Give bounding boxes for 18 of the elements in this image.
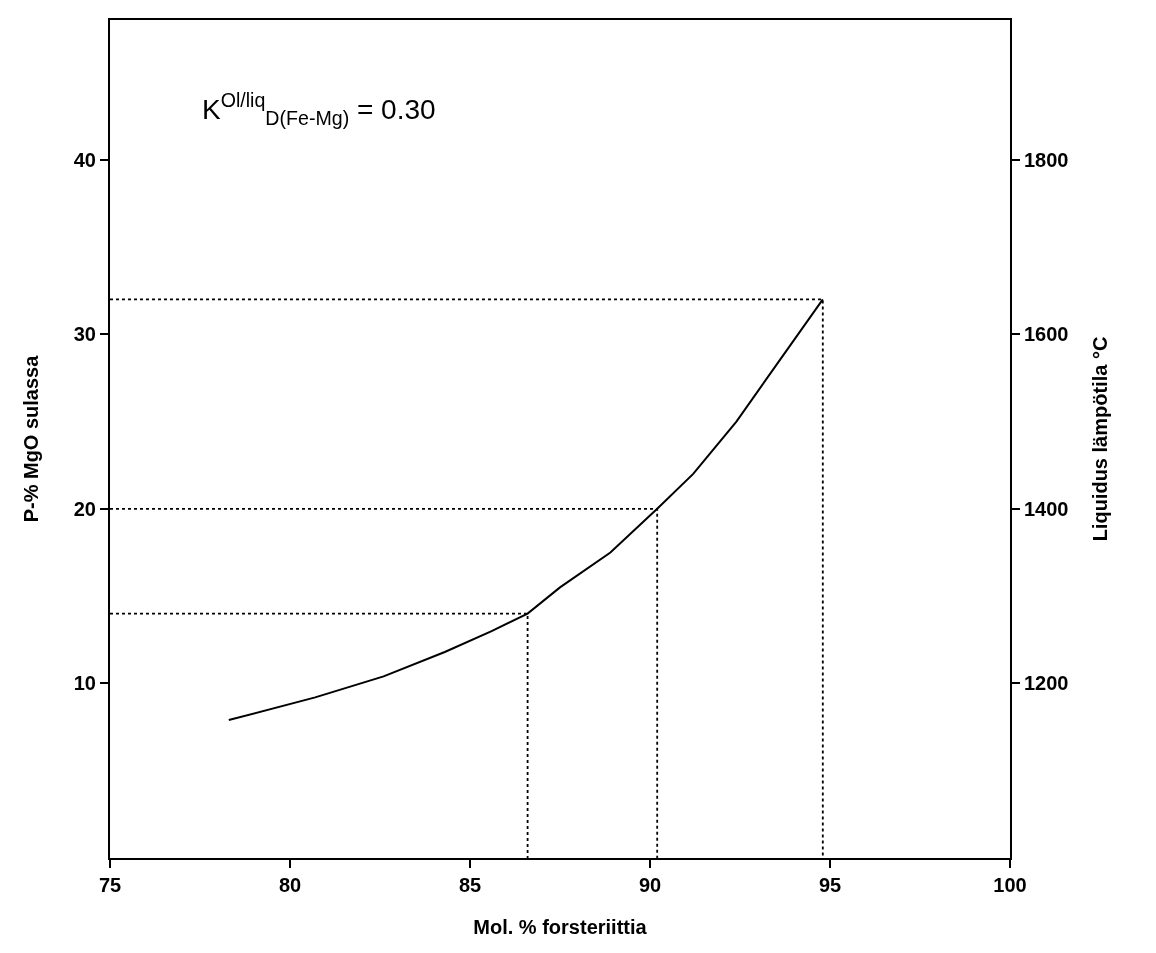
y-tick-label: 10 [73,672,96,695]
y-axis-title: P-% MgO sulassa [19,354,42,523]
y-tick-label: 40 [73,148,96,171]
x-tick-label: 100 [993,874,1027,896]
x-tick-label: 75 [98,874,122,896]
y2-tick-label: 1400 [1024,497,1069,520]
y-tick-label: 20 [73,497,96,520]
y2-tick-label: 1200 [1024,672,1069,695]
y2-tick-label: 1800 [1024,148,1069,171]
x-tick-label: 85 [458,874,482,896]
annotation: K$^{Ol/liq}$$_{D(Fe-Mg)}$ = 0.30 [202,89,436,129]
y-tick-label: 30 [73,323,96,346]
y2-tick-label: 1600 [1024,323,1069,346]
y2-axis-title: Liquidus lämpötila °C [1088,336,1111,542]
x-axis-title: Mol. % forsteriittia [473,916,648,938]
x-tick-label: 95 [818,874,842,896]
x-tick-label: 80 [278,874,302,896]
x-tick-label: 90 [638,874,662,896]
